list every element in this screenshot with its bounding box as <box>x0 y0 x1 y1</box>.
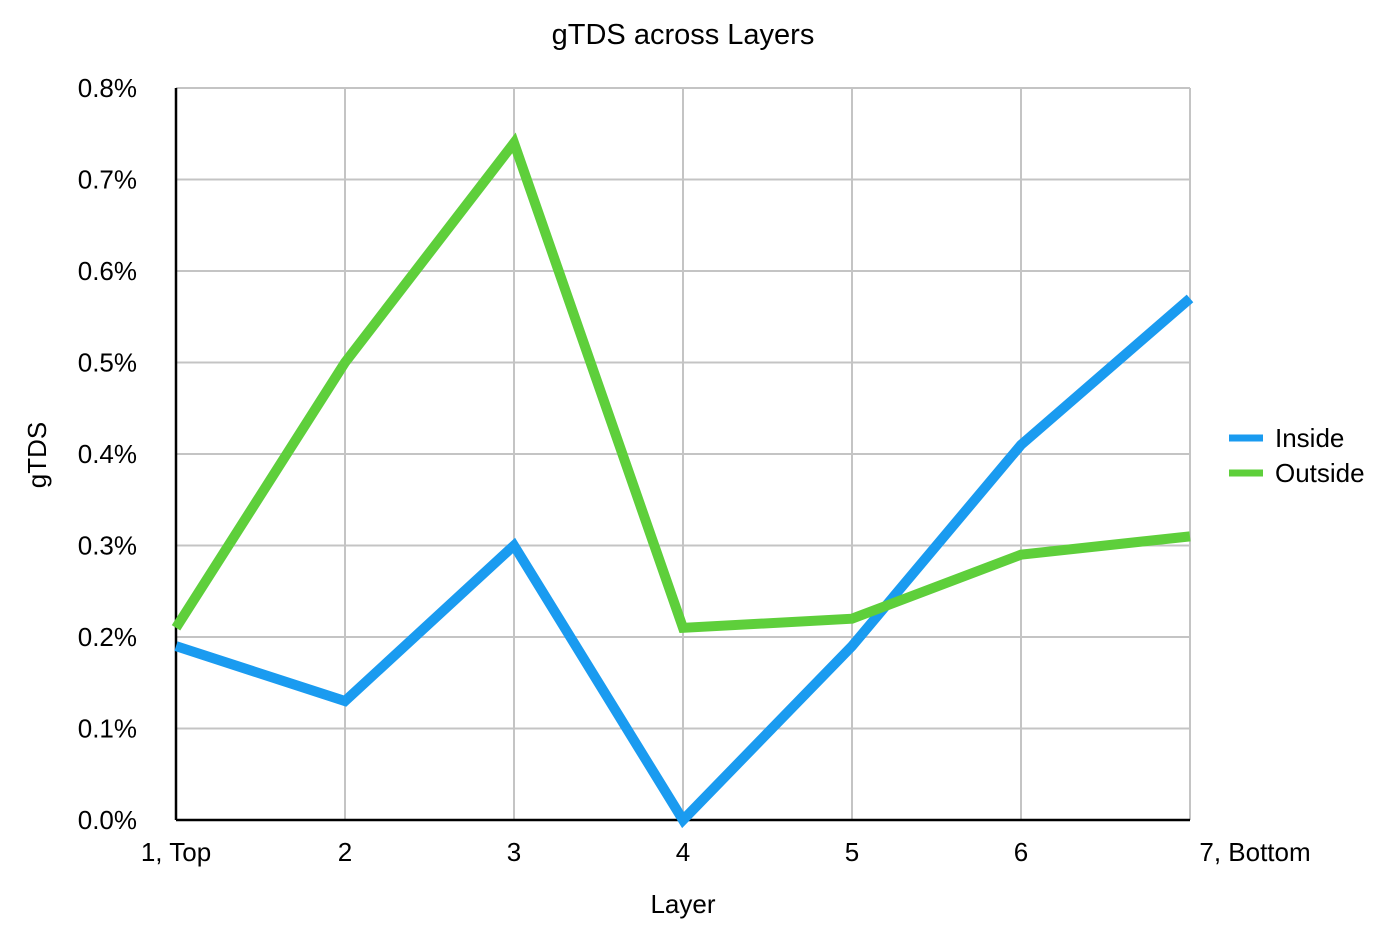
y-tick-label: 0.6% <box>78 256 137 286</box>
x-tick-label: 6 <box>1014 837 1028 867</box>
x-tick-label: 2 <box>338 837 352 867</box>
x-tick-label: 5 <box>845 837 859 867</box>
y-tick-label: 0.1% <box>78 714 137 744</box>
y-tick-label: 0.0% <box>78 805 137 835</box>
grid-lines <box>176 87 1191 820</box>
x-axis-title: Layer <box>650 889 715 919</box>
y-tick-label: 0.4% <box>78 439 137 469</box>
legend-label-inside: Inside <box>1275 423 1344 453</box>
y-tick-labels: 0.0% 0.1% 0.2% 0.3% 0.4% 0.5% 0.6% 0.7% 0.8% <box>78 73 137 835</box>
legend-label-outside: Outside <box>1275 458 1365 488</box>
x-tick-labels: 1, Top 2 3 4 5 6 7, Bottom <box>141 837 1311 867</box>
y-tick-label: 0.7% <box>78 165 137 195</box>
y-tick-label: 0.5% <box>78 348 137 378</box>
y-tick-label: 0.8% <box>78 73 137 103</box>
y-tick-label: 0.3% <box>78 531 137 561</box>
legend: Inside Outside <box>1229 423 1365 488</box>
series-lines <box>171 132 1194 829</box>
chart-title: gTDS across Layers <box>552 19 815 51</box>
x-tick-label: 3 <box>507 837 521 867</box>
y-axis-title: gTDS <box>22 422 52 488</box>
x-tick-label: 4 <box>676 837 690 867</box>
y-tick-label: 0.2% <box>78 622 137 652</box>
x-tick-label: 1, Top <box>141 837 211 867</box>
x-tick-label: 7, Bottom <box>1199 837 1310 867</box>
